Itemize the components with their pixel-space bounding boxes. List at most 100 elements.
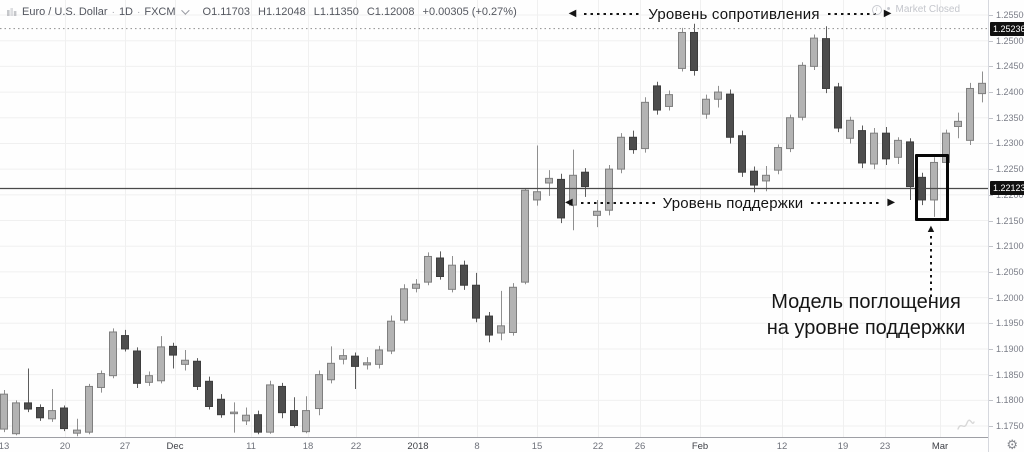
time-tick-label: 15 [531, 441, 543, 452]
candle-body [690, 31, 698, 71]
candle-body [978, 82, 986, 95]
scale-squiggle-icon [957, 419, 975, 430]
candle-body [882, 132, 890, 160]
up-arrowhead-icon: ▲ [925, 223, 937, 235]
dotted-vertical-line [929, 236, 933, 298]
candle-body [73, 429, 81, 434]
candle-body [424, 255, 432, 283]
time-axis[interactable]: 13 20 27 Dec 11 18 22 2018 8 15 22 26 Feb 12 19 23 Mar [0, 437, 988, 452]
right-arrowhead-icon: ▶ [887, 197, 896, 208]
candle-body [217, 398, 225, 416]
price-tick-label: 1.23500 [989, 113, 1024, 123]
candle-body [894, 139, 902, 158]
candle-body [193, 360, 201, 387]
pattern-label-line1: Модель поглощения [771, 291, 961, 313]
candle-body [24, 402, 32, 410]
resistance-annotation[interactable]: ◀ Уровень сопротивления ▶ [558, 4, 902, 24]
candle-body [846, 119, 854, 139]
engulfing-pattern-box[interactable] [915, 154, 949, 221]
candle-body [822, 38, 830, 89]
candle-body [387, 320, 395, 352]
time-tick-label: 18 [302, 441, 314, 452]
candle-body [629, 136, 637, 151]
candle-body [762, 174, 770, 182]
exchange-name[interactable]: FXCM [144, 6, 176, 18]
candle-body [254, 414, 262, 433]
close-value: C1.12008 [366, 6, 415, 18]
candle-body [569, 174, 577, 206]
candle-body [641, 101, 649, 150]
candle-body [205, 380, 213, 407]
time-tick-label: 26 [634, 441, 646, 452]
candle-body [121, 335, 129, 350]
candle-body [509, 286, 517, 333]
ohlc-readout: O1.11703 H1.12048 L1.11350 C1.12008 +0.0… [203, 6, 517, 18]
candle-body [653, 85, 661, 111]
candle-body [750, 170, 758, 186]
pattern-label-line2: на уровне поддержки [766, 317, 966, 339]
candle-body [436, 257, 444, 277]
time-tick-label: 22 [350, 441, 362, 452]
candle-body [798, 64, 806, 118]
candle-body [557, 178, 565, 219]
candle-body [581, 171, 589, 188]
candle-body [145, 375, 153, 383]
candle-body [521, 189, 529, 283]
time-tick-label: Feb [691, 441, 709, 452]
candle-body [593, 210, 601, 216]
candle-body [906, 141, 914, 188]
candle-body [302, 410, 310, 433]
candlestick-chart[interactable] [0, 0, 989, 437]
candle-body [400, 288, 408, 321]
candle-body [954, 120, 962, 127]
candle-body [363, 362, 371, 366]
pattern-annotation[interactable]: Модель поглощения на уровне поддержки [740, 289, 992, 341]
candle-body [157, 346, 165, 382]
instrument-bars-icon [6, 7, 17, 18]
dotted-line-right [827, 12, 876, 16]
candle-body [497, 325, 505, 334]
candle-body [230, 411, 238, 415]
chevron-down-icon[interactable] [180, 6, 190, 15]
price-tick-label: 1.24000 [989, 87, 1024, 97]
support-annotation[interactable]: ◀ Уровень поддержки ▶ [552, 193, 908, 213]
candle-body [351, 355, 359, 367]
price-tick-label: 1.21500 [989, 216, 1024, 226]
candle-body [375, 349, 383, 365]
candle-body [266, 384, 274, 433]
candle-body [60, 407, 68, 430]
price-tick-label: 1.22500 [989, 164, 1024, 174]
high-value: H1.12048 [258, 6, 306, 18]
price-tick-label: 1.20500 [989, 267, 1024, 277]
support-label: Уровень поддержки [662, 194, 804, 212]
gear-icon[interactable]: ⚙ [1006, 437, 1018, 452]
market-status-label: Market Closed [895, 4, 960, 15]
candle-body [278, 385, 286, 414]
price-tick-label: 1.25500 [989, 10, 1024, 20]
candle-body [605, 168, 613, 211]
time-tick-label: 20 [59, 441, 71, 452]
candle-body [774, 147, 782, 171]
candle-body [678, 31, 686, 69]
market-status: i • Market Closed [871, 4, 960, 15]
candle-body [533, 191, 541, 201]
timeframe-selector[interactable]: 1D [118, 6, 133, 18]
time-tick-label: 13 [0, 441, 10, 452]
time-tick-label: 11 [246, 441, 256, 452]
candle-body [858, 130, 866, 164]
info-icon[interactable]: i [871, 4, 882, 15]
time-tick-label: 8 [474, 441, 480, 452]
separator-dot: · [137, 6, 141, 18]
candle-body [738, 135, 746, 173]
time-tick-label: 12 [776, 441, 788, 452]
time-tick-label: 22 [592, 441, 604, 452]
time-tick-label: Dec [166, 441, 184, 452]
candle-body [870, 132, 878, 165]
pattern-pointer-arrow[interactable]: ▲ [924, 223, 938, 298]
right-arrowhead-icon: ▶ [883, 8, 892, 19]
price-axis[interactable]: 1.25500 1.25000 1.24500 1.24000 1.23500 1.230… [988, 0, 1024, 452]
symbol-name[interactable]: Euro / U.S. Dollar [22, 6, 108, 18]
candle-body [242, 414, 250, 422]
dotted-line-left [580, 201, 655, 205]
candle-body [726, 93, 734, 138]
